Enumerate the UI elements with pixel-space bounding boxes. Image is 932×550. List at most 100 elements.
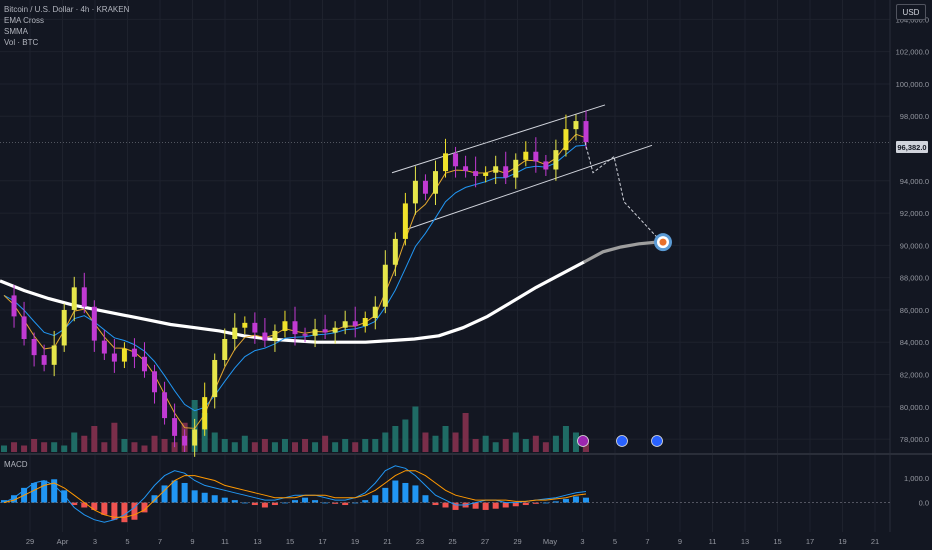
- symbol-title[interactable]: Bitcoin / U.S. Dollar · 4h · KRAKEN: [4, 5, 130, 14]
- time-tick-label: 27: [481, 537, 489, 546]
- candlesticks[interactable]: [11, 110, 589, 457]
- candle-body: [513, 159, 519, 178]
- macd-indicator-label[interactable]: MACD: [4, 460, 28, 469]
- macd-histogram-bar: [251, 502, 258, 506]
- volume-bar: [472, 439, 479, 452]
- candle-body: [282, 321, 288, 331]
- candle-body: [162, 392, 168, 419]
- macd-histogram-bar: [281, 502, 288, 504]
- smma-line: [3, 133, 587, 429]
- macd-histogram-bar: [412, 485, 419, 503]
- candle-body: [563, 129, 569, 151]
- macd-histogram-bar: [11, 495, 18, 503]
- macd-histogram-bar: [322, 502, 329, 504]
- candle-body: [503, 166, 509, 178]
- macd-signal-line: [3, 470, 587, 518]
- volume-bar: [412, 406, 419, 452]
- volume-bar: [1, 445, 7, 452]
- indicator-smma[interactable]: SMMA: [4, 27, 28, 36]
- volume-bar: [422, 432, 429, 452]
- volume-bar: [141, 445, 148, 452]
- volume-bar: [482, 435, 489, 452]
- currency-button[interactable]: USD: [896, 4, 926, 20]
- candle-body: [473, 171, 479, 176]
- event-marker-icon[interactable]: [577, 435, 589, 447]
- time-tick-label: 19: [838, 537, 846, 546]
- candle-body: [111, 353, 117, 362]
- projection-dashed-path[interactable]: [584, 141, 661, 241]
- macd-histogram-bar: [221, 497, 228, 503]
- macd-pane[interactable]: [0, 465, 890, 523]
- candle-body: [382, 264, 388, 307]
- event-marker-icon[interactable]: [651, 435, 663, 447]
- projection-drawing[interactable]: [583, 141, 672, 264]
- macd-histogram-bar: [181, 482, 188, 503]
- volume-bar: [392, 426, 399, 452]
- macd-histogram-bar: [31, 482, 38, 503]
- candle-body: [543, 161, 549, 170]
- channel-upper-line[interactable]: [391, 104, 606, 174]
- time-axis[interactable]: 29 Apr 3 5 7 9 11 13 15 17 19 21 23 25 27 29 May 3 5 7 9 11 13…: [26, 537, 879, 546]
- channel-lower-line[interactable]: [406, 144, 653, 230]
- macd-histogram-bar: [211, 495, 218, 503]
- macd-histogram-bar: [241, 502, 248, 504]
- macd-histogram-bar: [271, 502, 278, 506]
- candle-body: [11, 295, 17, 317]
- macd-histogram-bar: [372, 495, 379, 503]
- macd-histogram-bar: [432, 502, 439, 506]
- event-marker-icon[interactable]: [616, 435, 628, 447]
- indicator-ema-cross[interactable]: EMA Cross: [4, 16, 45, 25]
- time-tick-label: 19: [351, 537, 359, 546]
- price-axis[interactable]: 104,000.0102,000.0100,000.098,000.094,00…: [896, 15, 929, 507]
- candle-body: [432, 171, 438, 194]
- macd-histogram-bar: [101, 502, 108, 515]
- candle-body: [21, 316, 27, 339]
- volume-bar: [402, 419, 409, 452]
- candle-body: [352, 321, 358, 327]
- volume-bar: [81, 435, 88, 452]
- volume-bar: [502, 439, 509, 452]
- candle-body: [212, 359, 218, 398]
- volume-bar: [332, 442, 339, 452]
- volume-bar: [241, 435, 248, 452]
- candle-body: [583, 121, 589, 143]
- indicator-volume[interactable]: Vol · BTC: [4, 38, 39, 47]
- candle-body: [222, 339, 228, 360]
- price-tick-label: 82,000.0: [900, 371, 929, 380]
- volume-bar: [101, 442, 108, 452]
- price-channel[interactable]: [391, 104, 653, 230]
- volume-bar: [91, 426, 98, 452]
- price-tick-label: 94,000.0: [900, 177, 929, 186]
- volume-bar: [131, 442, 138, 452]
- candle-body: [302, 334, 308, 336]
- candle-body: [51, 345, 57, 365]
- candle-body: [483, 172, 489, 176]
- volume-bar: [552, 435, 559, 452]
- candle-body: [41, 355, 47, 365]
- event-markers[interactable]: [577, 435, 663, 447]
- volume-bar: [542, 442, 549, 452]
- macd-histogram-bar: [342, 502, 349, 506]
- volume-bar: [21, 445, 28, 452]
- macd-histogram-bar: [362, 500, 369, 503]
- macd-histogram-bar: [583, 497, 589, 503]
- candle-body: [392, 238, 398, 265]
- macd-histogram-bar: [542, 502, 549, 504]
- macd-histogram-bar: [522, 502, 529, 506]
- candle-body: [412, 180, 418, 204]
- macd-histogram-bar: [201, 492, 208, 503]
- time-tick-label: 11: [709, 537, 717, 546]
- macd-histogram-bar: [332, 502, 339, 504]
- volume-bar: [312, 442, 319, 452]
- volume-bar: [352, 442, 359, 452]
- projection-curve[interactable]: [583, 240, 659, 264]
- candle-body: [272, 330, 278, 341]
- macd-histogram-bar: [402, 482, 409, 503]
- macd-histogram-bar: [442, 502, 449, 508]
- candle-body: [533, 151, 539, 162]
- macd-histogram-bar: [302, 497, 309, 503]
- time-tick-label: 21: [383, 537, 391, 546]
- volume-bars: [1, 400, 589, 452]
- macd-histogram-bar: [352, 502, 359, 504]
